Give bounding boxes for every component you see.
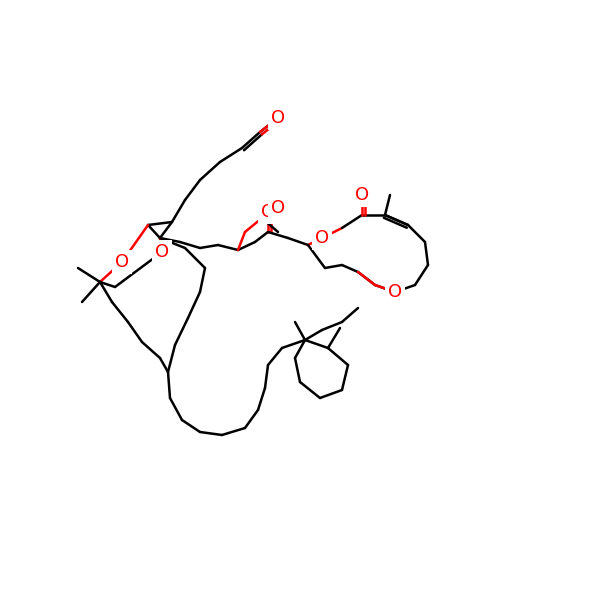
Text: O: O bbox=[355, 186, 369, 204]
Text: O: O bbox=[271, 109, 285, 127]
Text: O: O bbox=[115, 253, 129, 271]
Text: O: O bbox=[271, 199, 285, 217]
Text: O: O bbox=[261, 203, 275, 221]
Text: O: O bbox=[388, 283, 402, 301]
Text: O: O bbox=[315, 229, 329, 247]
Text: O: O bbox=[155, 243, 169, 261]
